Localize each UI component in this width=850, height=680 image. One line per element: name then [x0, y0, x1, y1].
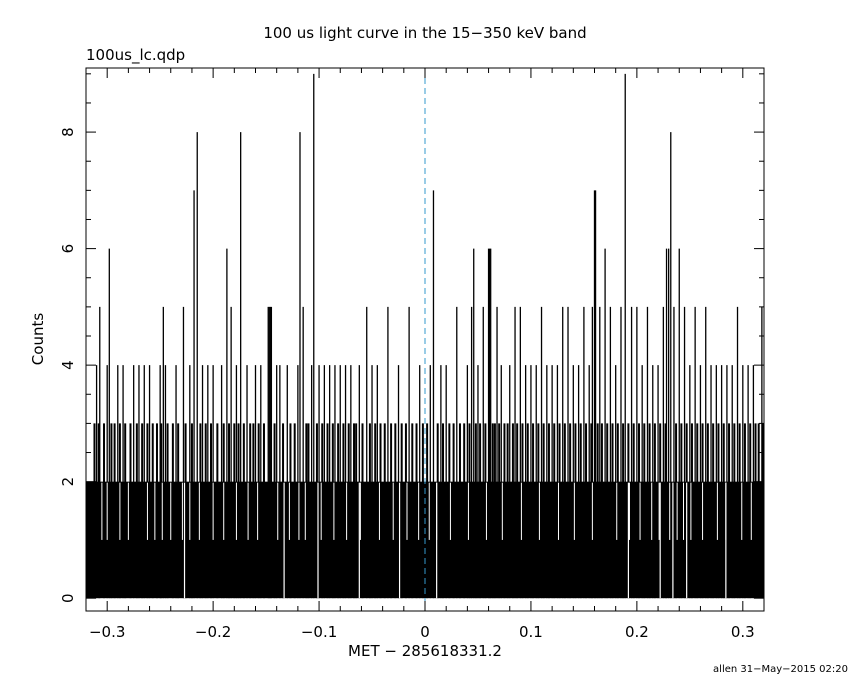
- y-tick-label: 0: [59, 593, 77, 603]
- y-axis-ticks: 0 2 4 6 8: [59, 73, 764, 603]
- chart-subtitle: 100us_lc.qdp: [86, 46, 185, 65]
- x-tick-label: 0: [420, 623, 430, 641]
- x-tick-label: 0.3: [731, 623, 755, 641]
- x-tick-label: −0.1: [301, 623, 337, 641]
- x-axis-ticks: −0.3 −0.2 −0.1 0 0.1 0.2 0.3: [85, 68, 765, 641]
- y-axis-label: Counts: [29, 313, 47, 366]
- x-tick-label: 0.2: [625, 623, 649, 641]
- chart-title: 100 us light curve in the 15−350 keV ban…: [263, 24, 586, 42]
- y-tick-label: 8: [59, 127, 77, 137]
- x-axis-label: MET − 285618331.2: [348, 642, 502, 660]
- plot-footer: allen 31−May−2015 02:20: [713, 664, 848, 675]
- y-tick-label: 2: [59, 477, 77, 487]
- x-tick-label: −0.2: [195, 623, 231, 641]
- y-tick-label: 6: [59, 244, 77, 254]
- y-tick-label: 4: [59, 360, 77, 370]
- x-tick-label: −0.3: [89, 623, 125, 641]
- x-tick-label: 0.1: [519, 623, 543, 641]
